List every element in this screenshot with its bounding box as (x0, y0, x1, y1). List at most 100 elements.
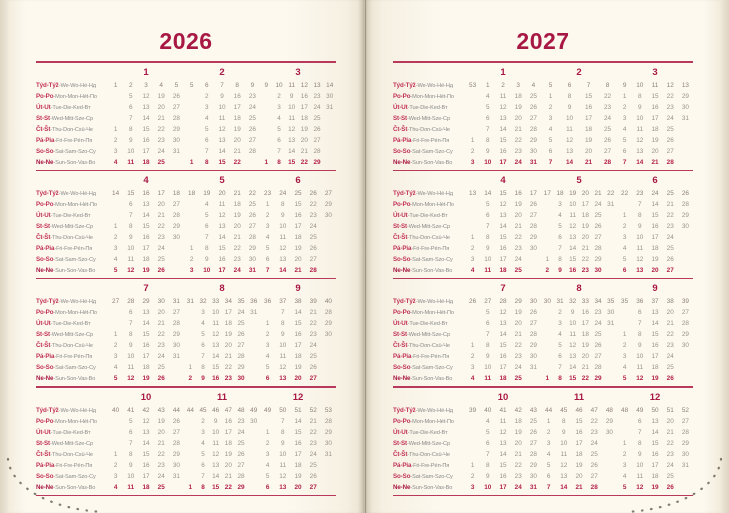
day-number-cell[interactable]: 20 (157, 103, 165, 111)
day-number-cell[interactable] (678, 471, 693, 482)
day-number-cell[interactable]: 5 (113, 266, 118, 274)
day-number-cell[interactable] (321, 254, 336, 265)
day-number-cell[interactable]: 20 (157, 309, 165, 317)
day-number-cell[interactable]: 21 (514, 331, 522, 339)
day-number-cell[interactable]: 7 (638, 428, 642, 436)
day-number-cell[interactable]: 13 (142, 200, 150, 208)
day-number-cell[interactable]: 3 (470, 255, 475, 263)
day-number-cell[interactable]: 1 (622, 92, 627, 100)
day-number-cell[interactable]: 3 (265, 450, 270, 458)
day-number-cell[interactable]: 12 (142, 417, 150, 425)
day-number-cell[interactable]: 22 (233, 158, 241, 166)
day-number-cell[interactable]: 6 (129, 428, 133, 436)
day-number-cell[interactable]: 19 (233, 211, 241, 219)
day-number-cell[interactable] (321, 265, 336, 276)
day-number-cell[interactable]: 8 (558, 375, 562, 383)
day-number-cell[interactable]: 22 (309, 320, 317, 328)
day-number-cell[interactable]: 18 (294, 461, 302, 469)
day-number-cell[interactable]: 30 (326, 92, 334, 100)
day-number-cell[interactable]: 15 (294, 200, 302, 208)
day-number-cell[interactable]: 3 (622, 233, 627, 241)
day-number-cell[interactable]: 11 (636, 125, 644, 133)
day-number-cell[interactable]: 1 (622, 211, 627, 219)
day-number-cell[interactable]: 7 (129, 320, 133, 328)
day-number-cell[interactable] (604, 210, 617, 221)
day-number-cell[interactable]: 3 (265, 342, 270, 350)
day-number-cell[interactable]: 16 (499, 244, 507, 252)
day-number-cell[interactable] (247, 482, 260, 493)
day-number-cell[interactable]: 27 (309, 255, 317, 263)
day-number-cell[interactable]: 11 (499, 92, 507, 100)
day-number-cell[interactable]: 4 (486, 417, 490, 425)
day-number-cell[interactable]: 24 (237, 428, 245, 436)
day-number-cell[interactable]: 8 (129, 331, 133, 339)
day-number-cell[interactable]: 3 (558, 200, 562, 208)
day-number-cell[interactable] (108, 199, 123, 210)
day-number-cell[interactable]: 6 (265, 255, 270, 263)
day-number-cell[interactable]: 20 (651, 147, 659, 155)
day-number-cell[interactable]: 20 (514, 439, 522, 447)
day-number-cell[interactable]: 14 (294, 417, 302, 425)
day-number-cell[interactable] (184, 329, 197, 340)
day-number-cell[interactable]: 31 (172, 147, 180, 155)
day-number-cell[interactable]: 6 (265, 483, 270, 491)
day-number-cell[interactable]: 2 (113, 461, 118, 469)
day-number-cell[interactable]: 20 (514, 211, 522, 219)
day-number-cell[interactable]: 29 (172, 125, 180, 133)
day-number-cell[interactable]: 4 (622, 364, 627, 372)
day-number-cell[interactable]: 30 (172, 461, 180, 469)
day-number-cell[interactable]: 4 (622, 244, 627, 252)
day-number-cell[interactable]: 7 (201, 472, 205, 480)
day-number-cell[interactable]: 20 (157, 200, 165, 208)
day-number-cell[interactable]: 2 (470, 353, 475, 361)
day-number-cell[interactable]: 30 (324, 331, 332, 339)
day-number-cell[interactable]: 24 (666, 461, 674, 469)
day-number-cell[interactable]: 16 (142, 461, 150, 469)
day-number-cell[interactable]: 12 (636, 136, 644, 144)
day-number-cell[interactable]: 11 (636, 364, 644, 372)
day-number-cell[interactable]: 28 (172, 211, 180, 219)
day-number-cell[interactable] (260, 102, 273, 113)
day-number-cell[interactable]: 31 (172, 353, 180, 361)
day-number-cell[interactable]: 30 (681, 450, 689, 458)
day-number-cell[interactable]: 1 (189, 244, 194, 252)
day-number-cell[interactable]: 7 (548, 158, 553, 166)
day-number-cell[interactable]: 19 (581, 222, 589, 230)
day-number-cell[interactable]: 21 (224, 353, 232, 361)
day-number-cell[interactable]: 5 (622, 136, 627, 144)
day-number-cell[interactable] (184, 416, 197, 427)
day-number-cell[interactable]: 11 (484, 375, 492, 383)
day-number-cell[interactable]: 10 (127, 147, 135, 155)
day-number-cell[interactable]: 9 (129, 342, 133, 350)
day-number-cell[interactable]: 22 (514, 233, 522, 241)
day-number-cell[interactable]: 12 (218, 125, 226, 133)
day-number-cell[interactable]: 8 (281, 428, 285, 436)
day-number-cell[interactable]: 15 (499, 136, 507, 144)
day-number-cell[interactable]: 17 (651, 233, 659, 241)
day-number-cell[interactable]: 24 (594, 200, 602, 208)
month-header-3[interactable]: 3 (295, 66, 301, 78)
day-number-cell[interactable]: 21 (233, 233, 241, 241)
day-number-cell[interactable]: 11 (279, 233, 287, 241)
day-number-cell[interactable]: 4 (546, 450, 551, 458)
day-number-cell[interactable]: 16 (569, 266, 577, 274)
day-number-cell[interactable]: 4 (265, 461, 270, 469)
day-number-cell[interactable]: 10 (636, 114, 644, 122)
day-number-cell[interactable]: 23 (157, 461, 165, 469)
day-number-cell[interactable]: 14 (288, 147, 296, 155)
day-number-cell[interactable] (323, 135, 336, 146)
day-number-cell[interactable]: 26 (594, 342, 602, 350)
day-number-cell[interactable]: 27 (529, 114, 537, 122)
day-number-cell[interactable]: 13 (651, 417, 659, 425)
day-number-cell[interactable] (321, 362, 336, 373)
day-number-cell[interactable] (465, 124, 480, 135)
day-number-cell[interactable]: 7 (638, 320, 642, 328)
day-number-cell[interactable]: 10 (279, 222, 287, 230)
day-number-cell[interactable]: 3 (470, 483, 475, 491)
day-number-cell[interactable]: 17 (294, 450, 302, 458)
day-number-cell[interactable]: 8 (562, 417, 566, 425)
day-number-cell[interactable] (184, 135, 199, 146)
day-number-cell[interactable]: 29 (248, 244, 256, 252)
day-number-cell[interactable]: 25 (157, 158, 165, 166)
day-number-cell[interactable]: 23 (233, 255, 241, 263)
